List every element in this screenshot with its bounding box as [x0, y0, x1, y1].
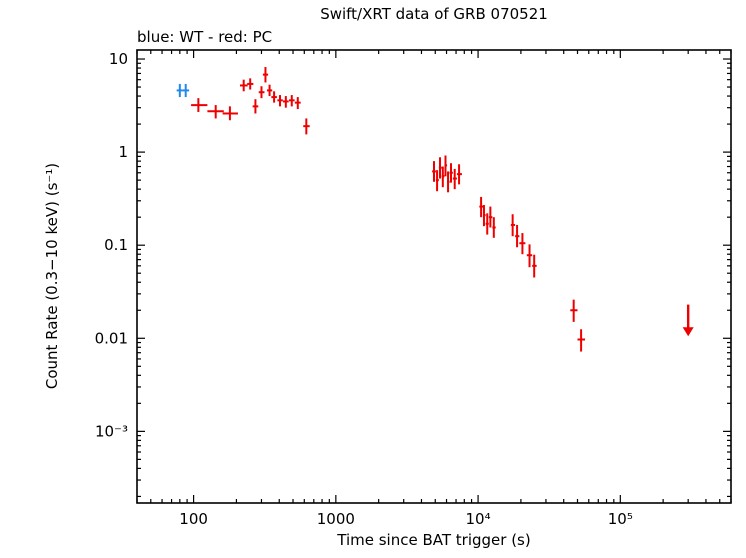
x-axis-label: Time since BAT trigger (s): [336, 531, 530, 549]
x-tick-label: 10⁴: [466, 510, 491, 528]
y-tick-label: 10: [109, 50, 128, 68]
y-tick-label: 0.1: [104, 236, 128, 254]
upper-limit-arrow: [682, 304, 694, 337]
y-axis-label: Count Rate (0.3−10 keV) (s⁻¹): [43, 163, 61, 389]
y-tick-label: 10⁻³: [95, 422, 128, 440]
chart-legend-text: blue: WT - red: PC: [137, 28, 272, 46]
upper-limit-arrows: [682, 304, 694, 337]
axis-ticks: [136, 50, 732, 503]
series-PC: [191, 67, 586, 352]
data-series: [176, 67, 586, 352]
x-tick-label: 10⁵: [608, 510, 633, 528]
x-tick-label: 1000: [317, 510, 355, 528]
axis-tick-labels: 100 1000 10⁴ 10⁵ 10 1 0.1 0.01 10⁻³: [95, 50, 633, 528]
chart-title: Swift/XRT data of GRB 070521: [320, 5, 548, 23]
y-tick-label: 0.01: [95, 329, 128, 347]
x-tick-label: 100: [179, 510, 208, 528]
plot-frame: [136, 49, 732, 504]
series-WT: [176, 83, 190, 98]
y-tick-label: 1: [118, 143, 128, 161]
